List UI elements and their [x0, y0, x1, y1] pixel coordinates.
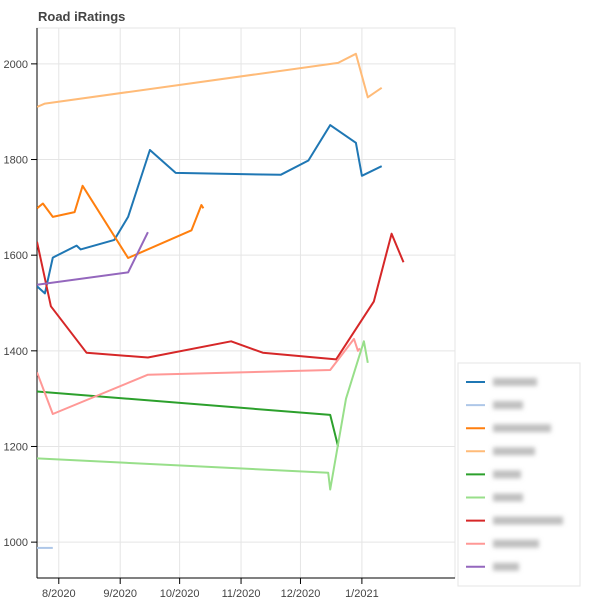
axes: 1000 1200 1400 1600 1800 2000 8/2020 9/2020 10/2… [4, 28, 455, 600]
y-tick-label: 1400 [4, 346, 28, 358]
chart-title: Road iRatings [38, 9, 125, 24]
x-tick-label: 12/2020 [281, 588, 321, 600]
grid [36, 27, 456, 579]
legend-label-obscured-3 [493, 424, 551, 433]
legend-label-obscured-4 [493, 447, 535, 456]
series-line-9 [37, 231, 149, 286]
y-tick-label: 1200 [4, 441, 28, 453]
plot-frame [36, 27, 456, 579]
series-line-7 [37, 232, 405, 361]
legend-label-obscured-5 [493, 470, 521, 479]
series-line-8 [37, 337, 361, 415]
x-tick-label: 10/2020 [160, 588, 200, 600]
series-lines [37, 52, 405, 549]
x-tick-label: 1/2021 [345, 588, 379, 600]
legend-label-obscured-6 [493, 493, 523, 502]
y-tick-label: 1800 [4, 155, 28, 167]
x-tick-label: 11/2020 [222, 588, 261, 600]
series-line-6 [37, 340, 369, 491]
legend-label-obscured-8 [493, 539, 539, 548]
y-tick-label: 2000 [4, 59, 28, 71]
y-tick-label: 1600 [4, 250, 28, 262]
series-line-5 [37, 390, 340, 447]
legend-label-obscured-9 [493, 562, 519, 571]
series-line-4 [37, 52, 383, 108]
x-tick-label: 9/2020 [103, 588, 137, 600]
x-tick-label: 8/2020 [42, 588, 76, 600]
series-line-3 [37, 184, 205, 259]
legend [457, 362, 581, 587]
y-tick-label: 1000 [4, 537, 28, 549]
series-line-1 [37, 124, 383, 295]
legend-label-obscured-7 [493, 516, 563, 525]
legend-label-obscured-2 [493, 401, 523, 410]
legend-label-obscured-1 [493, 378, 537, 386]
